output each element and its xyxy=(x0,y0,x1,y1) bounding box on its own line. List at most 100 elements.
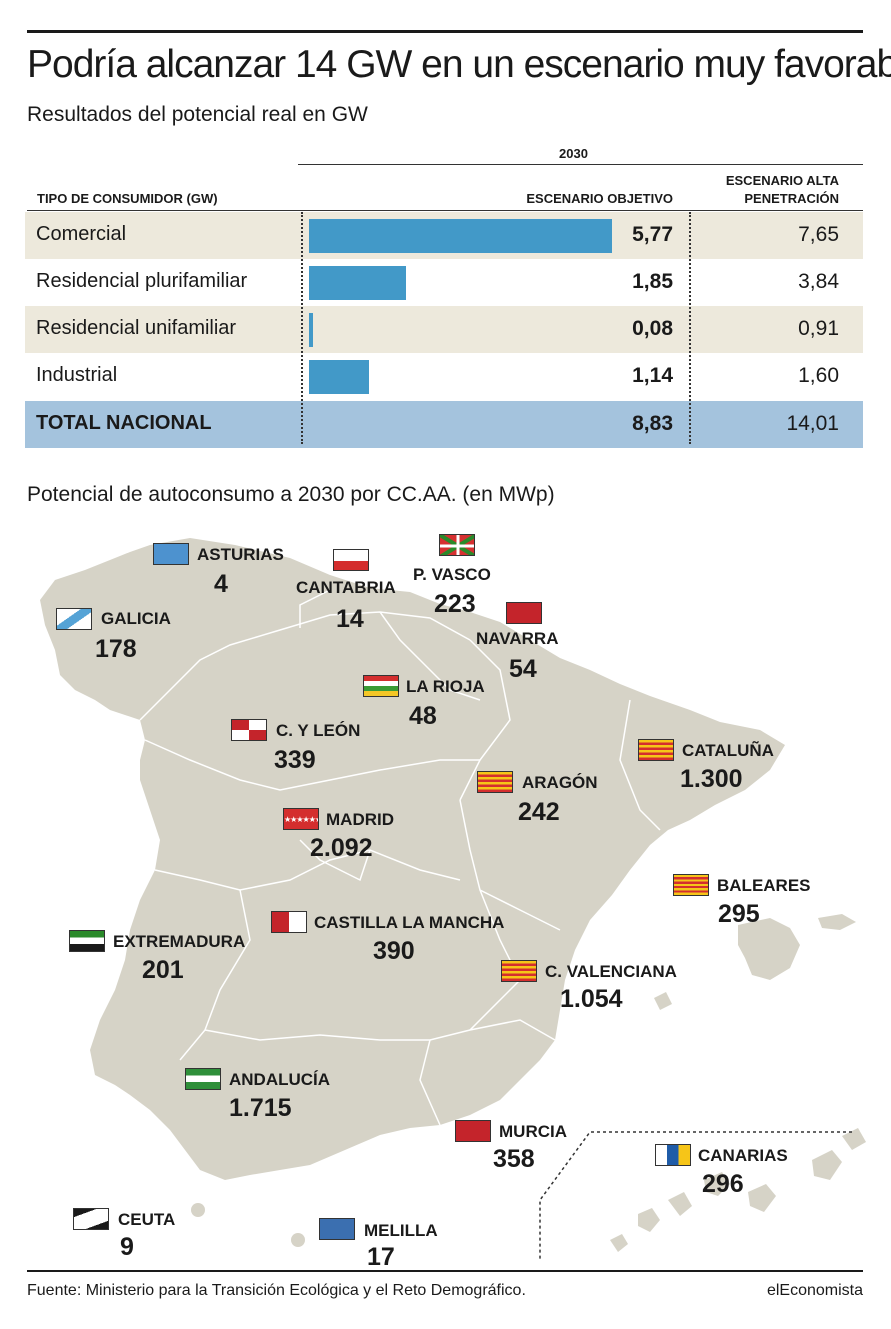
col-alta-header-2: PENETRACIÓN xyxy=(744,191,839,206)
region-name: MURCIA xyxy=(499,1122,567,1141)
value-alta: 7,65 xyxy=(798,223,839,246)
value-alta: 14,01 xyxy=(786,412,839,435)
region-value: 296 xyxy=(702,1170,744,1198)
region-name: NAVARRA xyxy=(476,629,559,648)
col-alta-header-1: ESCENARIO ALTA xyxy=(725,173,839,188)
col-divider-1 xyxy=(301,212,303,444)
total-row: TOTAL NACIONAL 8,83 14,01 xyxy=(25,401,863,448)
cantabria-flag-icon xyxy=(333,549,369,571)
region-name: LA RIOJA xyxy=(406,677,485,696)
canarias-flag-icon xyxy=(655,1144,691,1166)
page-subtitle: Resultados del potencial real en GW xyxy=(27,103,368,126)
region-value: 242 xyxy=(518,798,560,826)
region-value: 48 xyxy=(409,702,437,730)
region-value: 295 xyxy=(718,900,760,928)
table-row: Comercial 5,77 7,65 xyxy=(25,212,863,259)
map-title: Potencial de autoconsumo a 2030 por CC.A… xyxy=(27,483,555,506)
region-value: 2.092 xyxy=(310,834,373,862)
murcia-flag-icon xyxy=(455,1120,491,1142)
brand-logo: elEconomista xyxy=(766,1282,863,1299)
region-value: 201 xyxy=(142,956,184,984)
region-value: 17 xyxy=(367,1243,395,1271)
value-objetivo: 1,14 xyxy=(632,364,673,387)
region-name: MELILLA xyxy=(364,1221,438,1240)
navarra-flag-icon xyxy=(506,602,542,624)
asturias-flag-icon xyxy=(153,543,189,565)
bar-objetivo xyxy=(309,360,369,394)
extremadura-flag-icon xyxy=(69,930,105,952)
cyleon-flag-icon xyxy=(231,719,267,741)
pvasco-flag-icon xyxy=(439,534,475,556)
baleares-flag-icon xyxy=(673,874,709,896)
value-alta: 3,84 xyxy=(798,270,839,293)
region-name: MADRID xyxy=(326,810,394,829)
madrid-flag-icon: ★★★★★★★ xyxy=(283,808,319,830)
region-name: C. VALENCIANA xyxy=(545,962,677,981)
row-label: Comercial xyxy=(36,223,127,245)
region-name: CASTILLA LA MANCHA xyxy=(314,913,505,932)
row-label: TOTAL NACIONAL xyxy=(36,412,212,434)
region-value: 1.715 xyxy=(229,1094,292,1122)
galicia-flag-icon xyxy=(56,608,92,630)
region-value: 1.300 xyxy=(680,765,743,793)
source-note: Fuente: Ministerio para la Transición Ec… xyxy=(27,1282,526,1299)
value-objetivo: 1,85 xyxy=(632,270,673,293)
region-name: CANTABRIA xyxy=(296,578,396,597)
region-name: C. Y LEÓN xyxy=(276,721,361,740)
region-name: ASTURIAS xyxy=(197,545,284,564)
region-name: CANARIAS xyxy=(698,1146,788,1165)
region-value: 358 xyxy=(493,1145,535,1173)
footer-rule xyxy=(27,1270,863,1272)
ibiza-landmass xyxy=(654,992,672,1010)
table-row: Residencial plurifamiliar 1,85 3,84 xyxy=(25,259,863,306)
cataluna-flag-icon xyxy=(638,739,674,761)
peninsula-landmass xyxy=(40,538,785,1180)
region-name: CATALUÑA xyxy=(682,741,774,760)
andalucia-flag-icon xyxy=(185,1068,221,1090)
year-rule xyxy=(298,164,863,165)
year-header: 2030 xyxy=(559,146,588,161)
clm-flag-icon xyxy=(271,911,307,933)
value-alta: 0,91 xyxy=(798,317,839,340)
value-alta: 1,60 xyxy=(798,364,839,387)
region-value: 4 xyxy=(214,570,228,598)
region-name: GALICIA xyxy=(101,609,171,628)
col-obj-header: ESCENARIO OBJETIVO xyxy=(526,191,673,206)
menorca-landmass xyxy=(818,914,856,930)
region-name: ANDALUCÍA xyxy=(229,1070,331,1089)
region-value: 178 xyxy=(95,635,137,663)
region-value: 14 xyxy=(336,605,364,633)
table-row: Industrial 1,14 1,60 xyxy=(25,353,863,400)
header-rule xyxy=(27,210,863,211)
bar-objetivo xyxy=(309,219,612,253)
table-row: Residencial unifamiliar 0,08 0,91 xyxy=(25,306,863,353)
canarias-inset-border xyxy=(539,1131,852,1260)
region-name: P. VASCO xyxy=(413,565,491,584)
region-value: 390 xyxy=(373,937,415,965)
col-divider-2 xyxy=(689,212,691,444)
col-type-header: TIPO DE CONSUMIDOR (GW) xyxy=(37,191,218,206)
melilla-flag-icon xyxy=(319,1218,355,1240)
rioja-flag-icon xyxy=(363,675,399,697)
row-label: Residencial plurifamiliar xyxy=(36,270,248,292)
top-rule xyxy=(27,30,863,33)
bar-objetivo xyxy=(309,313,314,347)
region-name: EXTREMADURA xyxy=(113,932,246,951)
aragon-flag-icon xyxy=(477,771,513,793)
value-objetivo: 0,08 xyxy=(632,317,673,340)
region-name: ARAGÓN xyxy=(522,773,598,792)
value-objetivo: 8,83 xyxy=(632,412,673,435)
region-value: 339 xyxy=(274,746,316,774)
row-label: Residencial unifamiliar xyxy=(36,317,237,339)
valencia-flag-icon xyxy=(501,960,537,982)
value-objetivo: 5,77 xyxy=(632,223,673,246)
page-title: Podría alcanzar 14 GW en un escenario mu… xyxy=(27,43,891,86)
region-name: BALEARES xyxy=(717,876,811,895)
region-value: 1.054 xyxy=(560,985,623,1013)
region-value: 223 xyxy=(434,590,476,618)
ceuta-flag-icon xyxy=(73,1208,109,1230)
bar-objetivo xyxy=(309,266,407,300)
region-value: 54 xyxy=(509,655,537,683)
row-label: Industrial xyxy=(36,364,118,386)
